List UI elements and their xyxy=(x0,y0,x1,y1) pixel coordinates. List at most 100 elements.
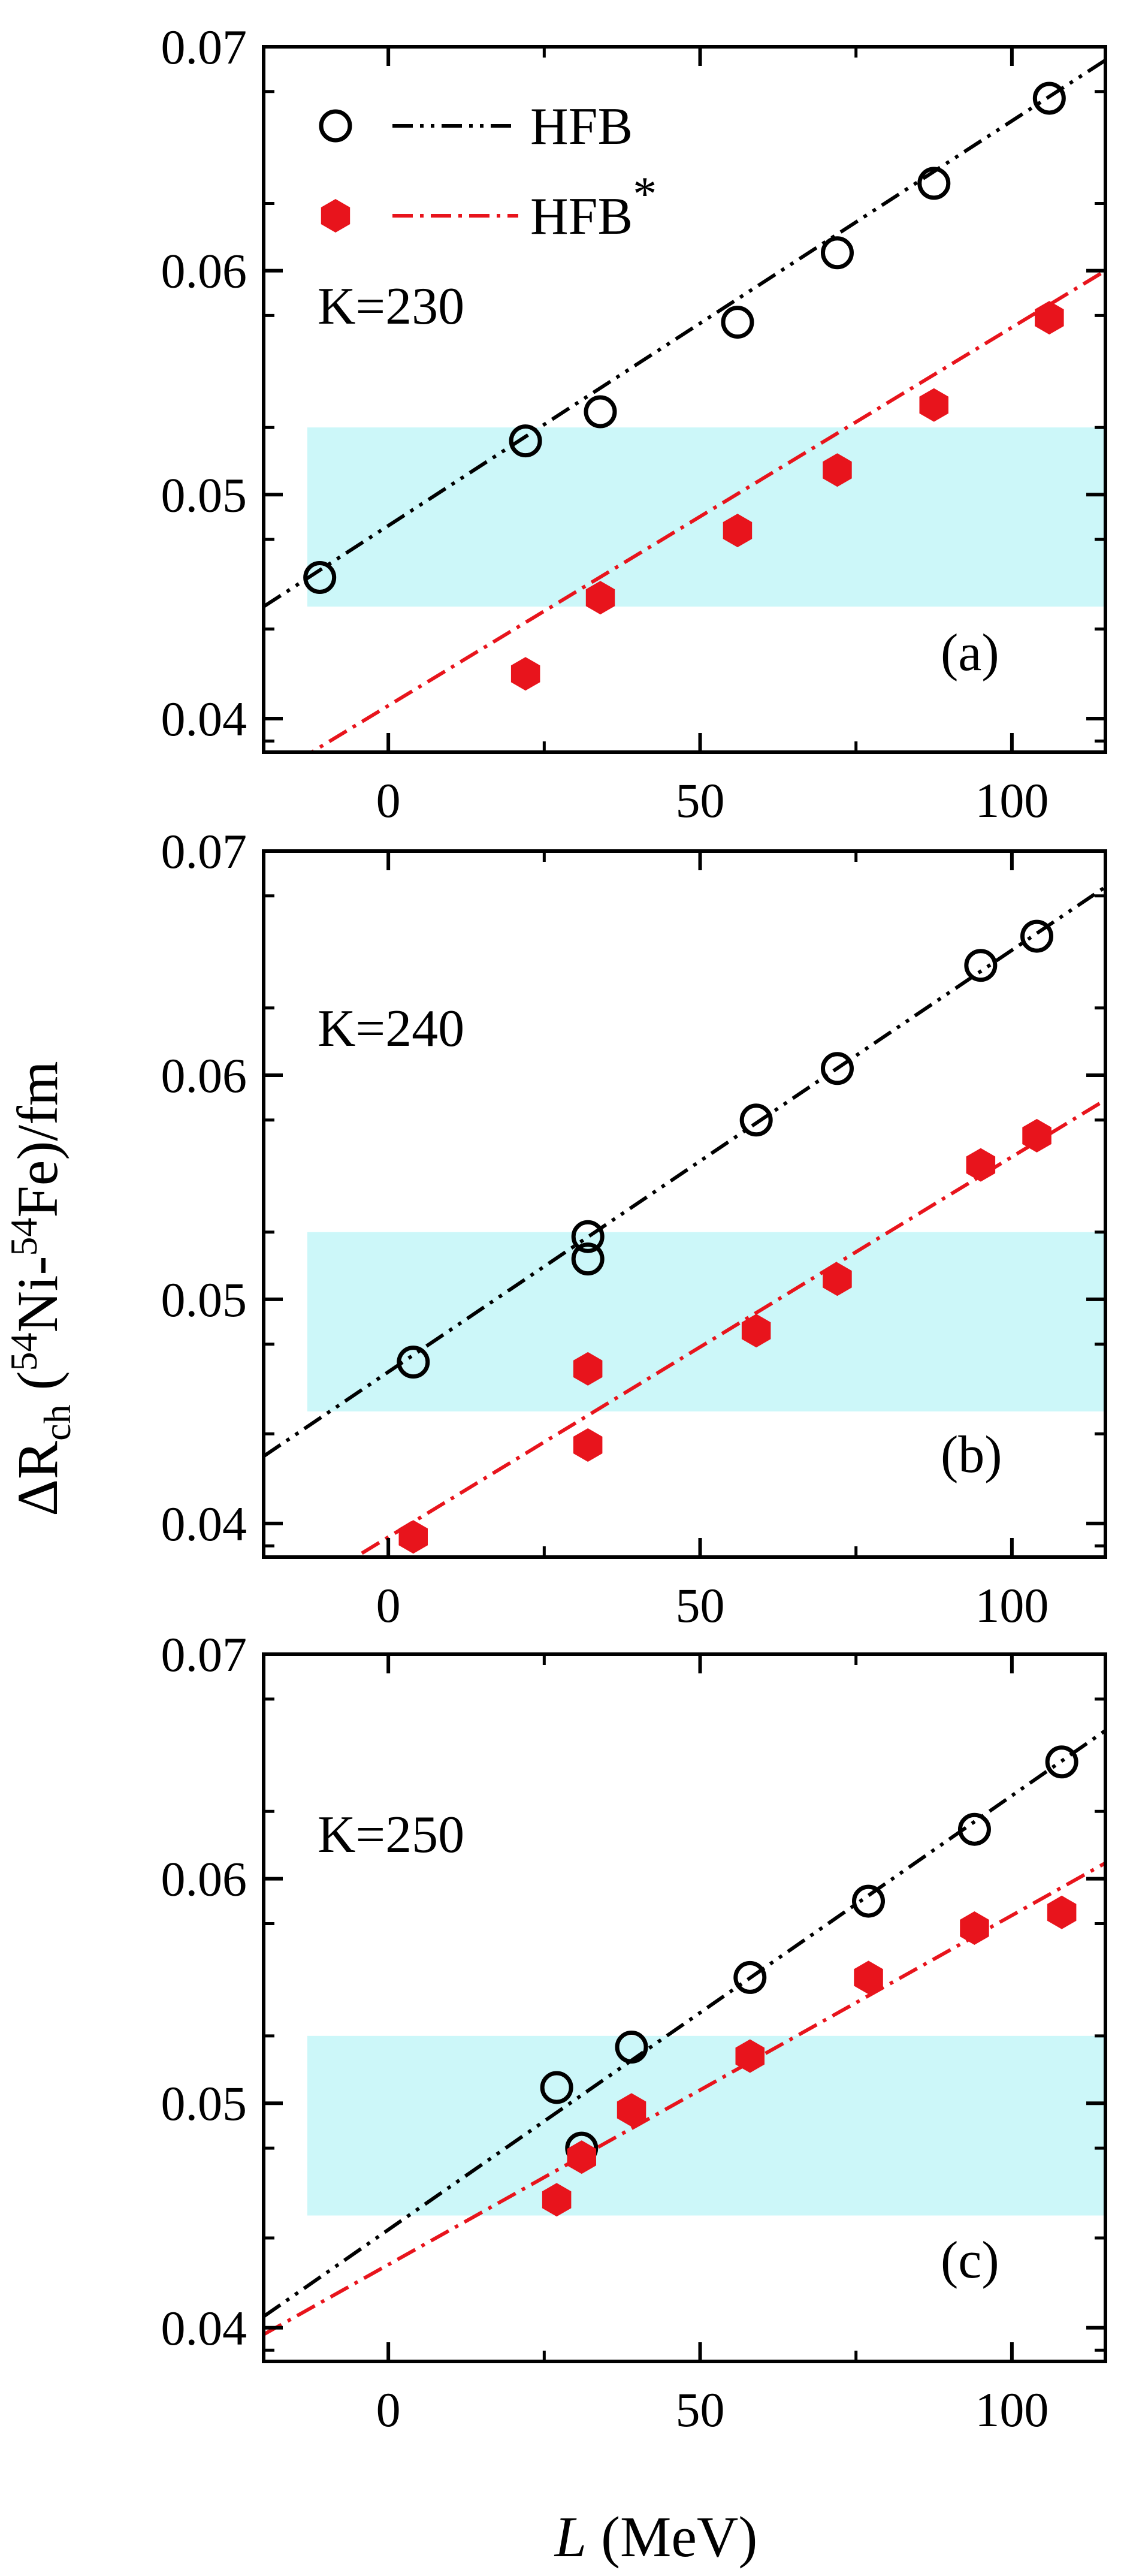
hfb_star-fit-line xyxy=(308,269,1105,752)
x-tick-label: 0 xyxy=(376,1578,401,1633)
x-tick-label: 50 xyxy=(676,1578,725,1633)
panel-k-label: K=230 xyxy=(318,277,464,336)
x-tick-label: 100 xyxy=(975,773,1049,828)
hfb-point xyxy=(820,236,854,270)
y-axis-title-sub: ch xyxy=(36,1405,78,1441)
legend-hfb-label: HFB xyxy=(530,98,633,156)
y-tick-label: 0.06 xyxy=(161,1048,247,1103)
y-tick-label: 0.07 xyxy=(161,824,247,879)
y-axis-title-part2: Ni- xyxy=(5,1256,70,1333)
hfb-point xyxy=(739,1103,773,1137)
y-tick-label: 0.06 xyxy=(161,1852,247,1907)
plot-frame xyxy=(262,45,1107,754)
hfb-point xyxy=(571,1220,605,1253)
x-axis-title-unit: (MeV) xyxy=(587,2505,757,2569)
hfb-point xyxy=(615,2031,648,2064)
y-tick-label: 0.07 xyxy=(161,1627,247,1682)
hfb_star-point xyxy=(1035,301,1064,335)
hfb-point xyxy=(1045,1745,1078,1779)
y-tick-label: 0.07 xyxy=(161,20,247,74)
panels: 0.040.050.060.070 50 100K=230(a)HFBHFB*0.0… xyxy=(161,20,1107,2437)
legend-hfb_star-marker xyxy=(321,199,350,233)
y-tick-label: 0.04 xyxy=(161,1497,247,1551)
x-tick-label: 0 xyxy=(376,773,401,828)
x-axis-title-var: L xyxy=(554,2505,587,2569)
hfb_star-point xyxy=(542,2183,572,2217)
x-axis-title: L (MeV) xyxy=(554,2505,758,2569)
panel-1: 0.04 0.05 0.06 0.07 0 50 100 K=230 (a) HFB HFB* xyxy=(161,20,1107,828)
x-tick-label: 50 xyxy=(676,773,725,828)
hfb-fit-line xyxy=(264,58,1105,608)
panel-k-label: K=240 xyxy=(318,1000,464,1058)
hfb_star-fit-line xyxy=(264,1861,1105,2336)
panel-k-label: K=250 xyxy=(318,1806,464,1864)
panel-tag: (b) xyxy=(941,1426,1002,1484)
hfb-point xyxy=(721,306,754,339)
hfb_star-point xyxy=(567,2140,596,2174)
y-axis-title-part1: ( xyxy=(5,1371,70,1405)
x-tick-label: 0 xyxy=(376,2382,401,2437)
hfb_star-point xyxy=(854,1960,883,1995)
panel-3: 0.04 0.05 0.06 0.07 0 50 100 K=250 (c) xyxy=(161,1627,1107,2437)
hfb_star-point xyxy=(741,1314,771,1348)
hfb-point xyxy=(303,561,337,595)
y-axis-title-sup2: 54 xyxy=(2,1218,45,1256)
y-tick-label: 0.04 xyxy=(161,2301,247,2355)
hfb-point xyxy=(584,395,617,429)
hfb-point xyxy=(1032,82,1066,115)
hfb-point xyxy=(733,1960,767,1994)
panel-tag: (a) xyxy=(941,624,999,682)
hfb-point xyxy=(957,1812,991,1846)
y-tick-label: 0.05 xyxy=(161,467,247,522)
hfb_star-point xyxy=(823,1262,852,1296)
constraint-band xyxy=(307,2035,1106,2216)
x-tick-label: 100 xyxy=(975,2382,1049,2437)
x-tick-label: 50 xyxy=(676,2382,725,2437)
hfb-point xyxy=(509,424,542,458)
plot-area xyxy=(264,885,1105,1557)
hfb-point xyxy=(540,2071,573,2104)
y-axis-title-prefix: ΔR xyxy=(5,1441,70,1516)
hfb-fit-line xyxy=(264,885,1105,1458)
y-axis-title-part3: Fe)/fm xyxy=(5,1061,70,1217)
hfb-point xyxy=(1020,919,1054,953)
hfb_star-point xyxy=(573,1428,603,1462)
y-axis-title-sup1: 54 xyxy=(2,1333,45,1371)
plot-area xyxy=(264,1729,1105,2336)
constraint-band xyxy=(307,427,1106,607)
panel-tag: (c) xyxy=(941,2231,999,2290)
hfb_star-point xyxy=(573,1352,603,1386)
y-tick-label: 0.05 xyxy=(161,1272,247,1327)
hfb_star-point xyxy=(966,1148,996,1182)
y-tick-label: 0.04 xyxy=(161,692,247,746)
hfb_star-point xyxy=(398,1520,428,1554)
hfb_star-point xyxy=(585,581,615,615)
hfb-point xyxy=(820,1052,854,1085)
panel-2: 0.04 0.05 0.06 0.07 0 50 100 K=240 (b) xyxy=(161,824,1107,1633)
plot-frame xyxy=(262,849,1107,1559)
hfb_star-point xyxy=(723,514,753,548)
hfb-point xyxy=(917,167,951,200)
hfb_star-point xyxy=(617,2093,646,2127)
plot-area xyxy=(264,58,1105,752)
hfb-point xyxy=(964,949,998,982)
legend: HFB HFB* xyxy=(319,98,657,246)
plot-frame xyxy=(262,1652,1107,2363)
hfb-fit-line xyxy=(264,1729,1105,2318)
hfb_star-point xyxy=(919,388,948,422)
legend-hfb_star-label: HFB* xyxy=(530,168,657,246)
hfb_star-point xyxy=(960,1911,989,1945)
y-tick-label: 0.06 xyxy=(161,244,247,298)
constraint-band xyxy=(307,1232,1106,1411)
hfb-point xyxy=(397,1346,430,1379)
y-axis-title: ΔRch (54Ni-54Fe)/fm xyxy=(2,1061,78,1516)
x-tick-label: 100 xyxy=(975,1578,1049,1633)
hfb_star-point xyxy=(1047,1895,1077,1929)
legend-hfb-marker xyxy=(319,109,352,143)
y-tick-label: 0.05 xyxy=(161,2076,247,2131)
hfb_star-point xyxy=(1022,1118,1051,1153)
hfb_star-point xyxy=(735,2039,765,2073)
hfb_star-point xyxy=(823,453,852,487)
hfb-point xyxy=(571,1242,605,1276)
